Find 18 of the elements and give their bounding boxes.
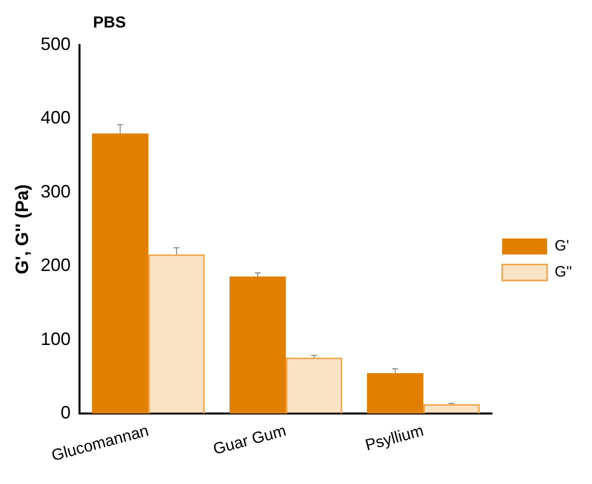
bar: [366, 373, 424, 414]
bar: [423, 404, 480, 414]
chart-title: PBS: [93, 14, 126, 32]
y-tick-label: 100: [40, 328, 71, 349]
x-tick-label: Psyllium: [364, 422, 426, 454]
y-tick-label: 500: [40, 34, 71, 54]
y-axis-title: G', G'' (Pa): [12, 184, 32, 274]
y-tick-label: 400: [40, 108, 71, 128]
x-tick-label: Guar Gum: [212, 422, 288, 458]
legend-label: G': [554, 238, 570, 255]
bar: [286, 358, 342, 414]
y-tick-label: 300: [40, 181, 71, 202]
legend-label: G'': [554, 264, 572, 281]
bar: [148, 254, 205, 414]
y-tick-label: 0: [60, 402, 71, 423]
y-tick-label: 200: [40, 255, 71, 276]
bar: [92, 133, 148, 414]
bar: [230, 276, 286, 414]
